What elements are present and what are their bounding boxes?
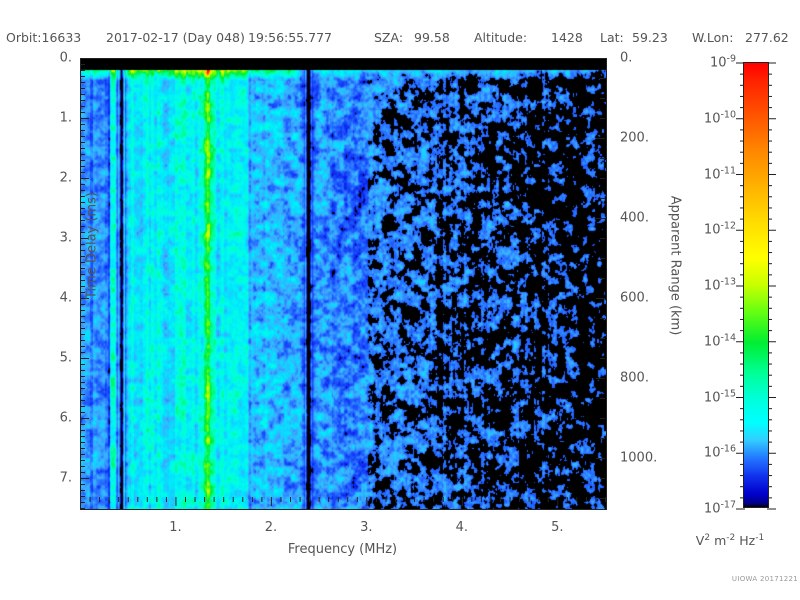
colorbar-tick-label: 10-11 [703,164,736,183]
y-axis-right-tick-label: 400. [620,210,649,226]
header-info-bar: Orbit:16633 2017-02-17 (Day 048) 19:56:5… [0,30,800,50]
y-axis-right-tick-label: 1000. [620,450,658,466]
unit-volts: V [695,533,705,549]
y-axis-left-tick-label: 6. [59,410,72,426]
colorbar-gradient [743,62,769,508]
header-lat-value: 59.23 [632,30,668,45]
unit-hertz: Hz [739,533,756,549]
x-axis-tick-label: 4. [455,520,469,535]
y-axis-left-tick-label: 1. [59,110,72,126]
y-axis-right-tick-label: 600. [620,290,649,306]
credit-line: UIOWA 20171221 [731,575,798,583]
spectrogram-plot-area[interactable] [80,58,607,510]
header-sza-value: 99.58 [414,30,450,45]
header-time: 19:56:55.777 [248,30,332,45]
unit-meters-exponent: -2 [726,533,736,543]
colorbar-tick-label: 10-9 [709,53,736,71]
y-axis-right-tick-label: 200. [620,130,649,146]
y-axis-left-tick-label: 4. [59,290,72,306]
x-axis-title: Frequency (MHz) [287,542,398,557]
y-axis-right-tick-label: 800. [620,370,649,386]
x-axis-labels: 1. 2. 3. 4. 5. [80,520,605,538]
y-axis-right-tick-label: 0. [620,50,633,66]
y-axis-left-tick-label: 3. [59,230,72,246]
unit-volts-exponent: 2 [704,533,711,543]
y-axis-left-tick-label: 2. [59,170,72,186]
x-axis-tick-label: 1. [169,520,182,535]
x-axis-tick-label: 3. [360,520,373,535]
unit-meters: m [714,533,727,549]
y-axis-left-tick-label: 5. [59,350,72,366]
header-altitude-label: Altitude: [474,30,528,45]
spectrogram-canvas[interactable] [81,59,606,509]
colorbar-tick-label: 10-15 [703,387,736,406]
x-axis-tick-label: 5. [551,520,564,535]
x-axis-tick-label: 2. [264,520,278,535]
header-wlon-value: 277.62 [745,30,789,45]
y-axis-left-title: Time Delay (ms) [84,192,100,299]
y-axis-left-labels: 0. 1. 2. 3. 4. 5. 6. 7. [20,51,72,508]
y-axis-left-ticks [80,58,89,509]
colorbar-tick-label: 10-14 [703,332,736,350]
colorbar-tick-labels: 10-9 10-10 10-11 10-12 10-13 10-14 10-15 10-16 1… [668,53,736,516]
header-lat-label: Lat: [600,30,624,45]
header-altitude-value: 1428 [551,30,583,45]
colorbar-tick-label: 10-12 [703,220,736,238]
y-axis-right-labels: 0. 200. 400. 600. 800. 1000. [620,51,680,508]
header-orbit: Orbit:16633 [6,30,82,45]
colorbar-tick-label: 10-10 [703,109,736,127]
colorbar[interactable] [743,62,769,508]
header-sza-label: SZA: [374,30,404,45]
y-axis-right-ticks [596,58,605,499]
y-axis-left-tick-label: 0. [59,50,72,66]
y-axis-left-tick-label: 7. [59,470,72,486]
unit-hertz-exponent: -1 [755,533,765,543]
header-date: 2017-02-17 (Day 048) [106,30,245,45]
colorbar-units-label: V2 m-2 Hz-1 [660,533,800,548]
colorbar-tick-label: 10-17 [703,499,736,517]
header-wlon-label: W.Lon: [692,30,734,45]
x-axis-ticks [80,497,606,506]
colorbar-tick-label: 10-16 [703,443,736,461]
colorbar-tick-label: 10-13 [703,276,736,294]
